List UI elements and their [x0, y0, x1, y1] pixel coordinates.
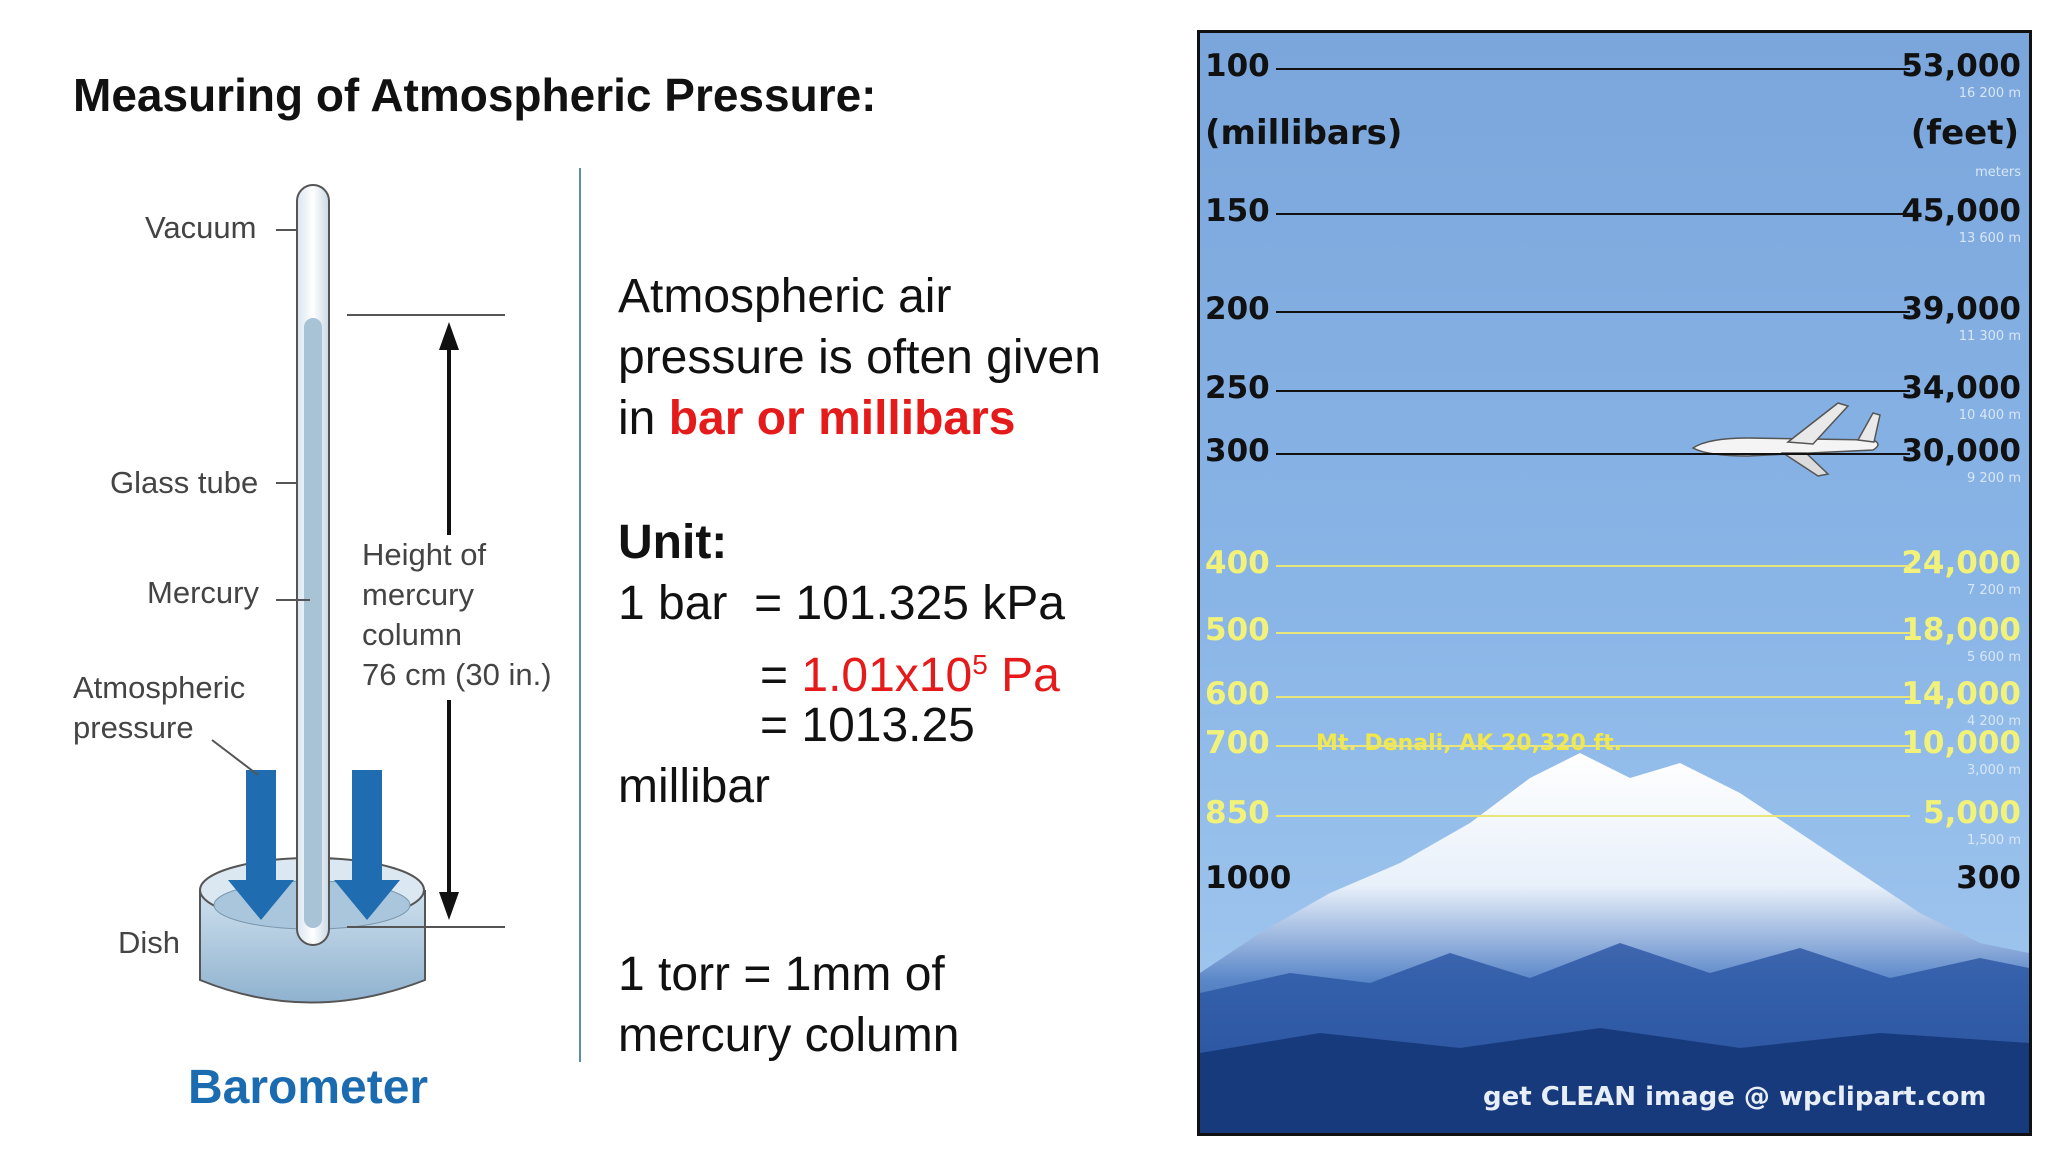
height-label-line4: 76 cm (30 in.)	[362, 657, 552, 692]
torr-line-1: 1 torr = 1mm of	[618, 948, 945, 1001]
pressure-level-line	[1276, 815, 1910, 817]
pressure-level-line	[1276, 565, 1910, 567]
bar-pa-exponent: 5	[972, 649, 988, 680]
feet-value-14000: 14,000	[1901, 676, 2021, 712]
bar-pa-unit: Pa	[987, 649, 1060, 702]
barometer-illustration	[199, 184, 505, 1004]
pressure-level-line	[1276, 311, 1910, 313]
millibar-value-850: 850	[1205, 795, 1270, 831]
meters-value: 10 400 m	[1958, 408, 2021, 423]
height-label-line3: column	[362, 617, 462, 652]
slide-title: Measuring of Atmospheric Pressure:	[73, 69, 877, 121]
meters-value: 9 200 m	[1966, 471, 2021, 486]
bar-millibar-unit: millibar	[618, 760, 771, 813]
pressure-level-line	[1276, 68, 1910, 70]
feet-value-18000: 18,000	[1901, 612, 2021, 648]
feet-value-45000: 45,000	[1901, 193, 2021, 229]
millibar-value-500: 500	[1205, 612, 1270, 648]
millibar-value-300: 300	[1205, 433, 1270, 469]
millibar-value-100: 100	[1205, 48, 1270, 84]
meters-value: 5 600 m	[1966, 650, 2021, 665]
intro-line-1: Atmospheric air	[618, 270, 952, 323]
meters-value: 4 200 m	[1966, 714, 2021, 729]
feet-header: (feet)	[1910, 113, 2019, 153]
glass-tube-shape	[296, 184, 330, 946]
meters-value: 11 300 m	[1958, 329, 2021, 344]
bar-kpa-equation: 1 bar = 101.325 kPa	[618, 577, 1065, 630]
feet-value-24000: 24,000	[1901, 545, 2021, 581]
intro-line-2: pressure is often given	[618, 331, 1101, 384]
feet-value-10000: 10,000	[1901, 725, 2021, 761]
unit-heading: Unit:	[618, 516, 728, 569]
pressure-level-line	[1276, 696, 1910, 698]
meters-value: 16 200 m	[1958, 86, 2021, 101]
height-label-line1: Height of	[362, 537, 487, 572]
bar-pa-value: 1.01x10	[801, 649, 973, 702]
feet-value-30000: 30,000	[1901, 433, 2021, 469]
millibar-value-250: 250	[1205, 370, 1270, 406]
millibar-value-1000: 1000	[1205, 860, 1292, 896]
millibar-value-400: 400	[1205, 545, 1270, 581]
torr-line-2: mercury column	[618, 1009, 960, 1062]
bar-or-millibars-highlight: bar or millibars	[668, 392, 1016, 445]
dish-label: Dish	[118, 925, 181, 960]
feet-value-39000: 39,000	[1901, 291, 2021, 327]
atmospheric-pressure-arrows	[228, 770, 400, 920]
meters-value: 13 600 m	[1958, 231, 2021, 246]
feet-value-53000: 53,000	[1901, 48, 2021, 84]
atmospheric-pressure-label-line1: Atmospheric	[73, 670, 246, 705]
mountain-illustration	[1200, 753, 2029, 1133]
millibar-value-600: 600	[1205, 676, 1270, 712]
millibars-header: (millibars)	[1205, 113, 1403, 153]
airplane-icon	[1691, 402, 1881, 477]
millibar-value-200: 200	[1205, 291, 1270, 327]
mountain-label: Mt. Denali, AK 20,320 ft.	[1316, 731, 1622, 756]
vacuum-label: Vacuum	[145, 210, 257, 245]
altitude-pressure-chart: (millibars) (feet) meters Mt. Denali, AK…	[1197, 30, 2032, 1136]
pressure-level-line	[1276, 213, 1910, 215]
pressure-level-line	[1276, 745, 1910, 747]
pressure-level-line	[1276, 390, 1910, 392]
glass-tube-label: Glass tube	[110, 465, 259, 500]
height-label-line2: mercury	[362, 577, 474, 612]
meters-value: 3,000 m	[1966, 763, 2021, 778]
millibar-value-150: 150	[1205, 193, 1270, 229]
bar-pa-equals: =	[760, 649, 802, 702]
meters-value: 7 200 m	[1966, 583, 2021, 598]
barometer-caption: Barometer	[188, 1061, 429, 1114]
feet-value-300: 300	[1956, 860, 2021, 896]
feet-value-34000: 34,000	[1901, 370, 2021, 406]
meters-header: meters	[1975, 165, 2021, 180]
watermark-text: get CLEAN image @ wpclipart.com	[1483, 1082, 1987, 1112]
mercury-label: Mercury	[147, 575, 259, 610]
millibar-value-700: 700	[1205, 725, 1270, 761]
feet-value-5000: 5,000	[1922, 795, 2021, 831]
pressure-level-line	[1276, 632, 1910, 634]
intro-line-3: in bar or millibars	[618, 388, 1015, 449]
bar-pa-equation: = 1.01x105 Pa	[760, 634, 1060, 706]
atmospheric-pressure-label-line2: pressure	[73, 710, 194, 745]
vertical-divider	[579, 168, 581, 1062]
pressure-level-line	[1276, 453, 1910, 455]
intro-line-3-prefix: in	[618, 392, 669, 445]
bar-millibar-equation: = 1013.25	[760, 699, 975, 752]
meters-value: 1,500 m	[1966, 833, 2021, 848]
